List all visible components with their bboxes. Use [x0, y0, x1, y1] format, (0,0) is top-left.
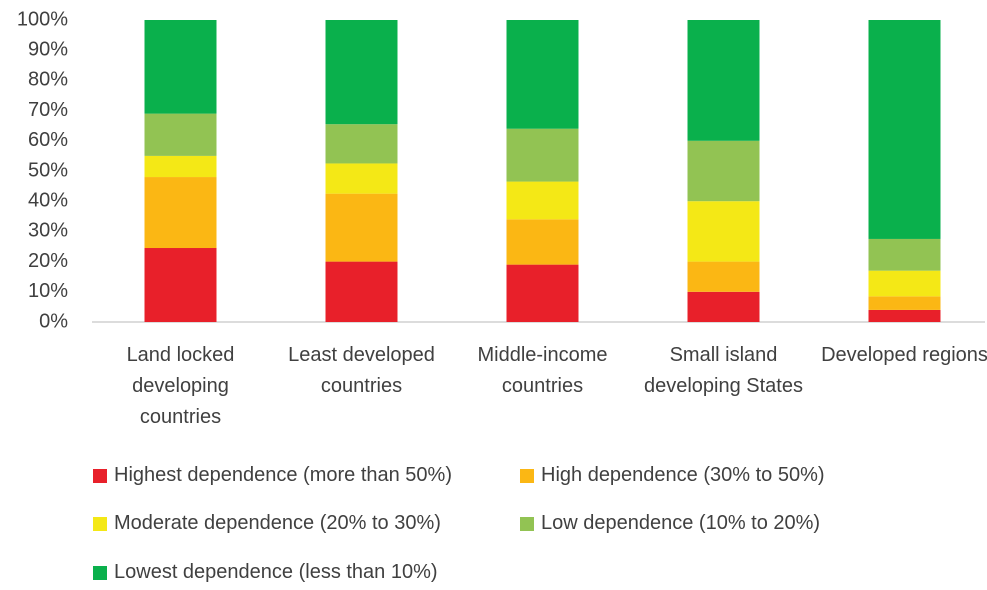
bar-segment [868, 20, 941, 239]
bar-segment [868, 270, 941, 297]
bar-segment [144, 155, 217, 178]
bar-segment [144, 113, 217, 156]
x-tick-label: Least developed countries [288, 344, 435, 397]
bar-segment [144, 20, 217, 114]
y-tick-label: 0% [39, 310, 68, 332]
bar-segment [144, 248, 217, 322]
bar-segment [506, 264, 579, 322]
y-tick-label: 40% [28, 189, 68, 211]
legend-entry: High dependence (30% to 50%) [520, 464, 825, 487]
y-tick-label: 60% [28, 129, 68, 151]
x-tick-label: Developed regions [821, 344, 987, 366]
bar-segment [506, 20, 579, 129]
bar-segment [325, 20, 398, 125]
bar-segment [325, 261, 398, 322]
legend-swatch [520, 468, 534, 483]
bar-segment [868, 309, 941, 322]
x-tick-label: Small island developing States [643, 344, 803, 397]
legend-swatch [93, 516, 107, 531]
legend-entry: Low dependence (10% to 20%) [520, 512, 820, 535]
bar-segment [325, 124, 398, 164]
legend-label: Lowest dependence (less than 10%) [114, 561, 438, 583]
legend-swatch [93, 468, 107, 483]
legend-label: High dependence (30% to 50%) [541, 464, 825, 486]
bar-segment [144, 177, 217, 249]
y-tick-label: 20% [28, 250, 68, 272]
bar-segment [687, 20, 760, 141]
legend-entry: Lowest dependence (less than 10%) [93, 561, 438, 584]
legend-label: Low dependence (10% to 20%) [541, 512, 821, 534]
bar-segment [506, 128, 579, 182]
bar-segment [506, 181, 579, 220]
legend-entry: Highest dependence (more than 50%) [93, 464, 452, 487]
y-tick-label: 50% [28, 159, 68, 181]
legend-swatch [93, 565, 107, 580]
x-tick-label: Middle-income countries [477, 344, 608, 397]
y-tick-label: 80% [28, 69, 68, 91]
bar-segment [687, 291, 760, 322]
bar-segment [687, 201, 760, 262]
legend-swatch [520, 516, 534, 531]
legend-label: Highest dependence (more than 50%) [114, 464, 452, 486]
bar-segment [687, 261, 760, 292]
legend-label: Moderate dependence (20% to 30%) [114, 512, 441, 534]
legend-entry: Moderate dependence (20% to 30%) [93, 512, 441, 535]
bar-segment [687, 140, 760, 202]
y-tick-label: 70% [28, 99, 68, 121]
y-tick-label: 90% [28, 38, 68, 60]
bar-segment [325, 193, 398, 262]
x-tick-label: Land locked developing countries [126, 344, 235, 428]
bar-segment [325, 163, 398, 194]
bar-segment [506, 219, 579, 265]
y-tick-label: 100% [17, 8, 68, 30]
y-tick-label: 10% [28, 280, 68, 302]
bar-segment [868, 296, 941, 310]
bar-segment [868, 238, 941, 271]
y-tick-label: 30% [28, 220, 68, 242]
